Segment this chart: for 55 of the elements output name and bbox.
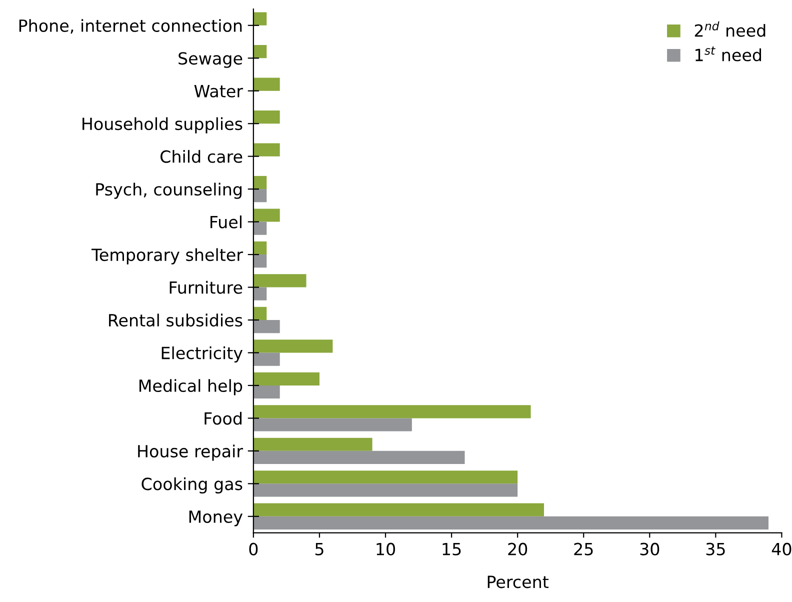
bar (253, 470, 518, 484)
bar (253, 143, 280, 156)
x-tick-label: 20 (508, 542, 528, 556)
bar (253, 45, 267, 58)
bar (253, 484, 518, 497)
bar (253, 372, 320, 386)
bar (253, 12, 267, 26)
y-tick-label: Sewage (178, 52, 242, 68)
y-tick-label: House repair (138, 444, 244, 461)
y-tick-label: Phone, internet connection (19, 19, 242, 34)
bar (253, 78, 280, 91)
y-tick-label: Household supplies (82, 117, 242, 134)
y-tick-label: Food (204, 412, 242, 425)
y-tick-label: Psych, counseling (96, 182, 242, 199)
bar (253, 320, 280, 334)
y-tick-label: Cooking gas (142, 477, 242, 494)
y-tick-label: Electricity (162, 346, 243, 363)
x-tick-label: 25 (574, 542, 593, 556)
x-tick-label: 30 (640, 542, 660, 556)
bar (253, 405, 531, 418)
bar (253, 503, 544, 516)
y-tick-label: Child care (160, 150, 242, 163)
legend-label: 1$^{st}$ need (696, 46, 762, 62)
y-tick-label: Rental subsidies (109, 314, 242, 327)
bar (253, 418, 412, 432)
bar (253, 274, 306, 288)
x-tick-label: 15 (442, 543, 461, 556)
bar (253, 241, 267, 255)
bar (253, 110, 280, 124)
x-tick-label: 5 (315, 543, 324, 556)
x-tick-label: 35 (706, 542, 725, 556)
y-tick-label: Money (189, 510, 243, 526)
bar (253, 208, 280, 222)
x-tick-label: 0 (249, 542, 258, 556)
bar (253, 287, 267, 300)
bar (253, 189, 267, 202)
legend-label: 2$^{nd}$ need (694, 21, 766, 37)
y-tick-label: Furniture (170, 280, 242, 294)
x-tick-label: 10 (376, 542, 396, 556)
bar (253, 516, 768, 530)
bar (253, 352, 280, 366)
x-axis-title: Percent (488, 576, 549, 588)
bar (253, 385, 280, 399)
bar (253, 176, 267, 190)
bar (253, 450, 465, 464)
y-tick-label: Fuel (210, 215, 242, 228)
y-tick-label: Medical help (139, 379, 242, 396)
bar (253, 222, 267, 235)
y-tick-label: Temporary shelter (92, 248, 244, 264)
bar (253, 438, 372, 451)
y-tick-label: Water (194, 85, 244, 98)
bar (253, 306, 267, 320)
bar (253, 254, 267, 268)
bar (253, 340, 333, 353)
x-tick-label: 40 (772, 542, 792, 556)
